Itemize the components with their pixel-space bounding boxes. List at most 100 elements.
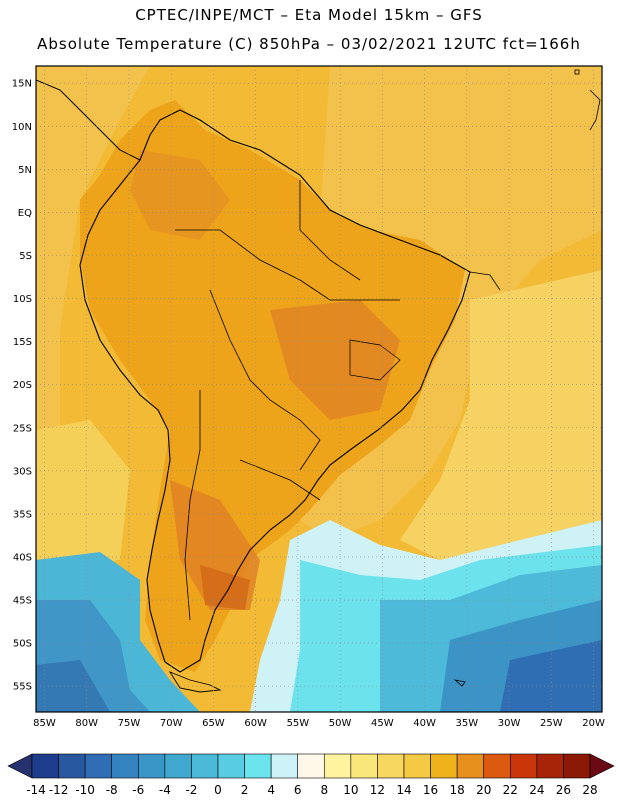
lat-label: 15S: [13, 337, 32, 348]
lon-label: 50W: [329, 718, 352, 729]
border-central: [209, 289, 321, 471]
colorbar-label: 0: [214, 783, 222, 797]
colorbar-swatch: [377, 753, 405, 779]
coast-northeast: [469, 271, 501, 291]
lon-label: 75W: [118, 718, 141, 729]
colorbar-swatch: [137, 753, 166, 779]
lat-label: 15N: [12, 79, 32, 90]
island-caribbean: [574, 69, 580, 75]
colorbar-label: 28: [582, 783, 597, 797]
colorbar-low-arrow: [7, 753, 33, 779]
colorbar-swatch: [31, 753, 59, 779]
pacific-cool-band: [36, 420, 130, 570]
lon-label: 55W: [287, 718, 310, 729]
lat-label: EQ: [18, 208, 32, 219]
falkland-islands: [453, 679, 466, 687]
colorbar-label: -12: [49, 783, 69, 797]
map-frame: [35, 65, 603, 713]
lat-label: 10S: [13, 294, 32, 305]
colorbar-swatch: [430, 753, 458, 779]
lat-label: 35S: [13, 509, 32, 520]
lat-label: 25S: [13, 423, 32, 434]
island-chain: [589, 89, 601, 131]
colorbar-swatch: [403, 753, 431, 779]
colorbar-swatch: [164, 753, 192, 779]
colorbar-swatch: [270, 753, 299, 779]
chart-subtitle: Absolute Temperature (C) 850hPa – 03/02/…: [37, 35, 581, 53]
colorbar-label: 8: [320, 783, 328, 797]
colorbar-swatch: [244, 753, 272, 779]
colorbar-label: -8: [106, 783, 118, 797]
lon-label: 20W: [582, 718, 605, 729]
colorbar-label: 2: [241, 783, 249, 797]
colorbar-swatch: [297, 753, 325, 779]
border-brazil-state: [349, 339, 401, 381]
colorbar-label: -4: [159, 783, 171, 797]
lat-label: 5N: [18, 165, 32, 176]
lat-label: 45S: [13, 596, 32, 607]
lat-label: 30S: [13, 466, 32, 477]
colorbar-label: 20: [476, 783, 491, 797]
longitude-labels: 85W 80W 75W 70W 65W 60W 55W 50W 45W 40W 35W 30W 25W 2…: [33, 718, 605, 729]
colorbar-swatch: [58, 753, 86, 779]
colorbar-label: -6: [132, 783, 144, 797]
border-guianas: [299, 180, 361, 281]
colorbar-swatch: [456, 753, 485, 779]
lon-label: 70W: [160, 718, 183, 729]
colorbar: [7, 753, 615, 779]
colorbar-swatch: [483, 753, 511, 779]
colorbar-label: -14: [26, 783, 46, 797]
colorbar-label: 18: [450, 783, 465, 797]
colorbar-swatch: [350, 753, 378, 779]
colorbar-swatch: [191, 753, 219, 779]
lat-label: 20S: [13, 380, 32, 391]
colorbar-label: 22: [503, 783, 518, 797]
border-andes: [184, 390, 201, 621]
colorbar-label: 12: [370, 783, 385, 797]
coldest-atlantic: [500, 640, 602, 712]
hot-pocket-central-brazil: [270, 300, 400, 420]
border-uruguay: [239, 459, 321, 501]
lat-label: 10N: [12, 122, 32, 133]
colorbar-label: -2: [185, 783, 197, 797]
lat-label: 55S: [13, 682, 32, 693]
colorbar-swatch: [509, 753, 538, 779]
colorbar-label: 4: [267, 783, 275, 797]
colorbar-label: 16: [423, 783, 438, 797]
colorbar-label: 26: [556, 783, 571, 797]
lon-label: 65W: [202, 718, 225, 729]
colorbar-label: 14: [396, 783, 411, 797]
colorbar-label: 10: [343, 783, 358, 797]
tierra-del-fuego: [168, 671, 222, 693]
lat-label: 50S: [13, 639, 32, 650]
colorbar-label: -10: [75, 783, 95, 797]
hot-pocket-northwest: [130, 150, 230, 240]
lon-label: 30W: [498, 718, 521, 729]
colorbar-labels: -14 -12 -10 -8 -6 -4 -2 0 2 4 6 8 10 12 14 16 18 20 22 24 26…: [26, 783, 597, 797]
colorbar-swatch: [323, 753, 352, 779]
hottest-pocket: [200, 565, 250, 610]
colorbar-label: 6: [294, 783, 302, 797]
chart-title: CPTEC/INPE/MCT – Eta Model 15km – GFS: [135, 6, 483, 24]
central-america-coast: [36, 79, 141, 161]
latitude-labels: 15N 10N 5N EQ 5S 10S 15S 20S 25S 30S 35S 40S 45S 50S 5…: [12, 79, 32, 693]
colorbar-swatch: [111, 753, 139, 779]
lon-label: 35W: [456, 718, 479, 729]
colorbar-label: 24: [529, 783, 544, 797]
lon-label: 85W: [33, 718, 56, 729]
colorbar-swatch: [563, 753, 591, 779]
lat-label: 5S: [19, 251, 32, 262]
colorbar-swatch: [84, 753, 113, 779]
lat-label: 40S: [13, 552, 32, 563]
border-north: [175, 229, 400, 301]
lon-label: 25W: [540, 718, 563, 729]
lon-label: 60W: [244, 718, 267, 729]
colorbar-swatch: [536, 753, 564, 779]
temperature-field: [36, 66, 602, 712]
lon-label: 40W: [413, 718, 436, 729]
lon-label: 80W: [75, 718, 98, 729]
lon-label: 45W: [371, 718, 394, 729]
pacific-mild-band: [36, 66, 150, 520]
colorbar-swatch: [217, 753, 245, 779]
